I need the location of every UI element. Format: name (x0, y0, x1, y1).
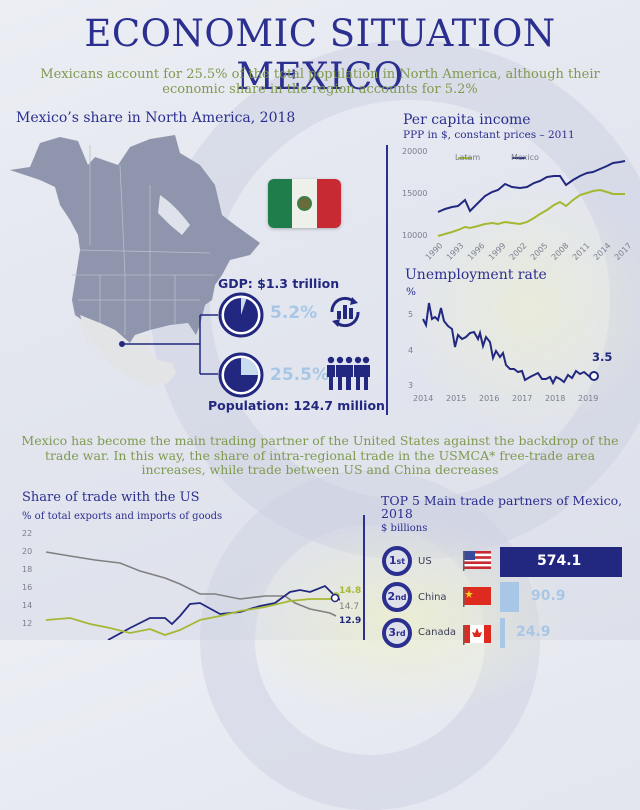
trade-share-chart-subtitle: % of total exports and imports of goods (22, 511, 223, 522)
income-chart-subtitle: PPP in $, constant prices – 2011 (403, 129, 575, 141)
china-flag-icon (463, 587, 491, 607)
bar-value: 90.9 (531, 588, 566, 604)
unemployment-line-chart (422, 302, 599, 386)
partner-name: US (418, 556, 432, 567)
partners-chart-title: TOP 5 Main trade partners of Mexico, 201… (381, 493, 623, 521)
latam-end-label: 14.8 (339, 586, 362, 596)
share-section-title: Mexico’s share in North America, 2018 (16, 110, 296, 126)
y-tick: 15000 (402, 189, 428, 198)
section-divider (363, 515, 365, 640)
page-title: ECONOMIC SITUATION MEXICO (84, 12, 556, 98)
trade-share-chart-title: Share of trade with the US (22, 490, 200, 505)
y-tick: 3 (408, 381, 414, 390)
chart-cycle-icon (330, 296, 360, 328)
y-tick: 20 (22, 547, 33, 556)
population-pie-icon (218, 352, 264, 398)
rank-badge: 2nd (382, 582, 412, 612)
mexico-end-marker (330, 593, 340, 603)
partners-unit: $ billions (381, 523, 428, 534)
x-tick: 2018 (545, 394, 566, 403)
china-end-label: 14.7 (339, 602, 360, 612)
people-group-icon (327, 356, 370, 390)
x-tick: 1999 (486, 241, 508, 262)
gdp-share-value: 5.2% (270, 303, 318, 323)
section-divider (386, 145, 388, 415)
population-share-value: 25.5% (270, 365, 329, 385)
bar-value: 24.9 (516, 624, 551, 640)
income-x-axis: 1990 1993 1996 1999 2002 2005 2008 2011 … (420, 241, 634, 263)
y-tick: 20000 (402, 147, 428, 156)
x-tick: 1993 (444, 241, 466, 262)
trade-war-paragraph: Mexico has become the main trading partn… (21, 433, 619, 477)
income-chart-title: Per capita income (403, 112, 531, 128)
rank-badge: 1st (382, 546, 412, 576)
y-tick: 16 (22, 583, 33, 592)
partner-name: China (418, 592, 447, 603)
mexico-flag-icon (268, 179, 341, 228)
legend-mexico: Mexico (511, 153, 539, 162)
mexico-end-label: 12.9 (339, 616, 362, 626)
gdp-pie-icon (218, 292, 264, 338)
income-line-chart (437, 157, 626, 237)
unemployment-unit: % (406, 286, 416, 298)
population-label: Population: 124.7 million (208, 398, 385, 413)
x-tick: 2015 (446, 394, 467, 403)
x-tick: 2016 (479, 394, 500, 403)
y-tick: 10000 (402, 231, 428, 240)
x-tick: 2019 (578, 394, 599, 403)
bar-china (500, 582, 519, 612)
y-tick: 12 (22, 619, 33, 628)
trade-share-line-chart (45, 551, 340, 640)
x-tick: 2014 (413, 394, 434, 403)
y-tick: 14 (22, 601, 33, 610)
unemployment-last-value: 3.5 (592, 350, 613, 364)
legend-latam: Latam (455, 153, 481, 162)
x-tick: 1996 (465, 241, 487, 262)
bar-value: 574.1 (537, 553, 582, 569)
y-tick: 4 (408, 346, 414, 355)
x-tick: 2014 (591, 241, 613, 262)
y-tick: 18 (22, 565, 33, 574)
us-flag-icon (463, 551, 491, 571)
rank-badge: 3rd (382, 618, 412, 648)
north-america-map (10, 135, 260, 387)
x-tick: 1990 (423, 241, 445, 262)
x-tick: 2005 (528, 241, 550, 262)
x-tick: 2017 (512, 394, 533, 403)
x-tick: 2011 (570, 241, 592, 262)
bar-us (500, 547, 622, 577)
unemployment-chart-title: Unemployment rate (405, 267, 547, 283)
bar-canada (500, 618, 505, 648)
gdp-label: GDP: $1.3 trillion (218, 276, 340, 291)
y-tick: 22 (22, 529, 33, 538)
partner-name: Canada (418, 627, 457, 638)
x-tick: 2008 (549, 241, 571, 262)
x-tick: 2002 (507, 241, 529, 262)
canada-flag-icon (463, 625, 491, 645)
page-subtitle: Mexicans account for 25.5% of the total … (40, 67, 600, 97)
y-tick: 5 (408, 310, 414, 319)
